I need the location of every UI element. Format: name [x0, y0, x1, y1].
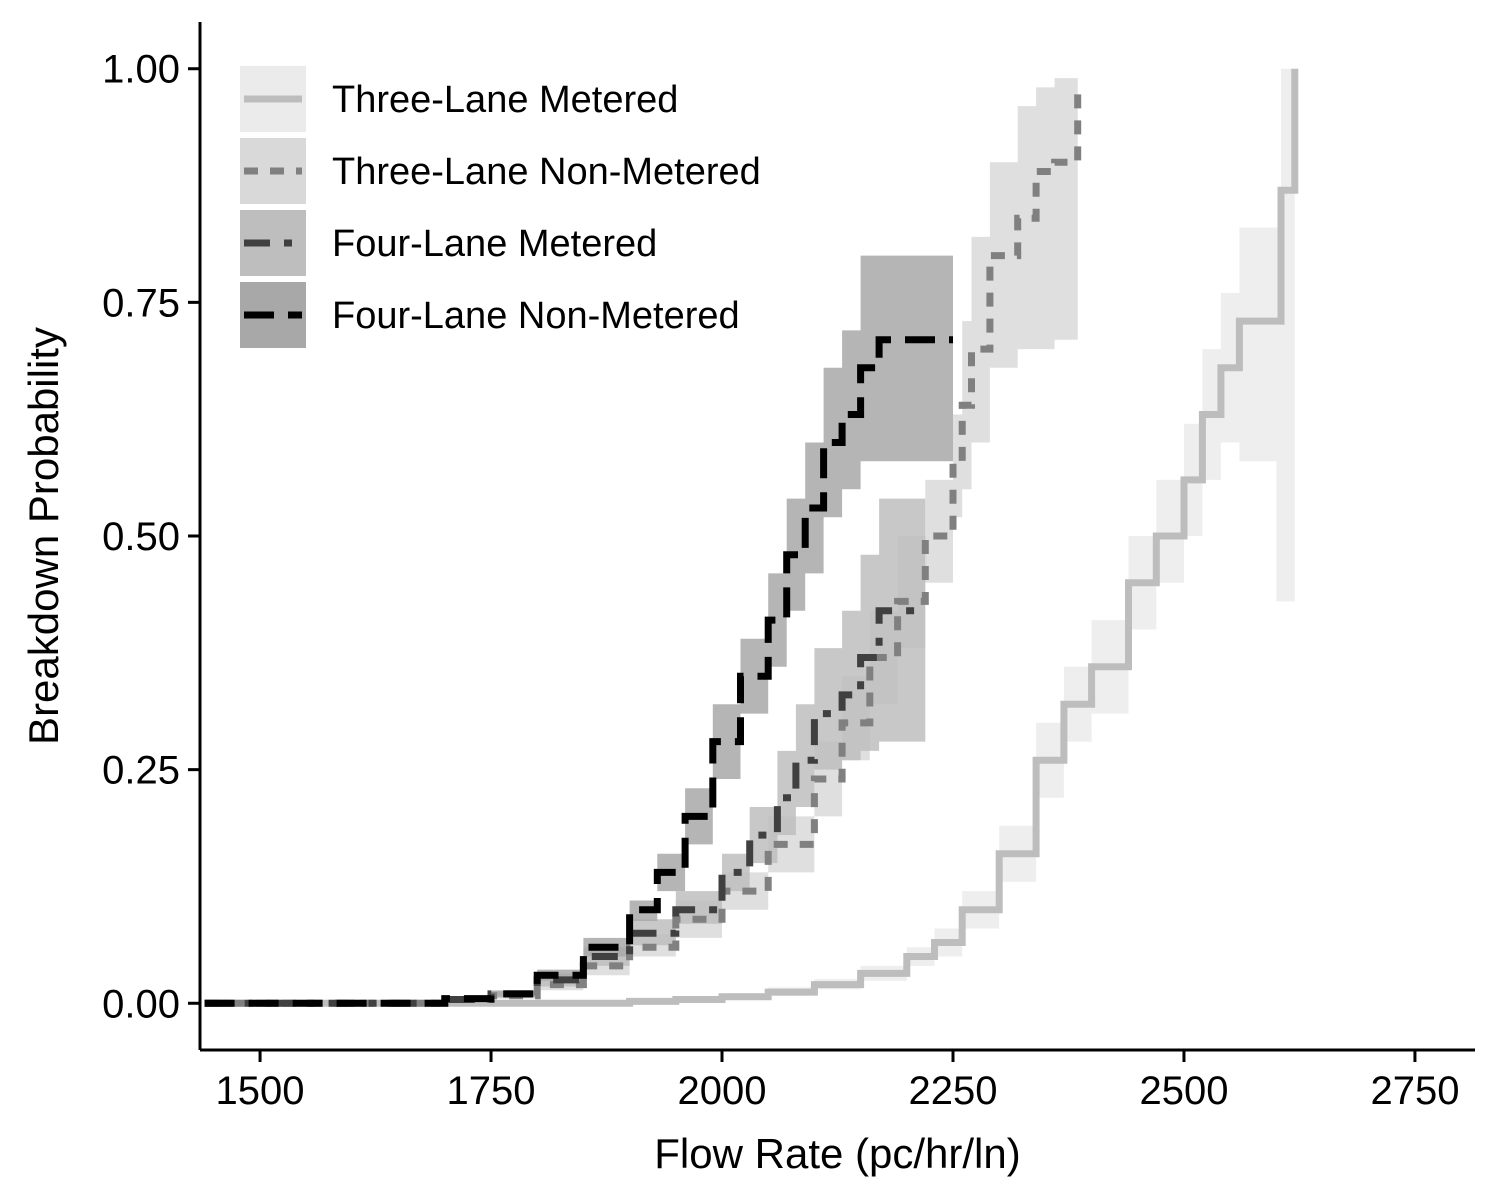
x-axis-title: Flow Rate (pc/hr/ln) [654, 1130, 1020, 1177]
band-series-1 [204, 78, 1078, 1004]
ticks: 1500 1750 2000 2250 2500 2750 0.00 0.25 0.50 0.75… [102, 48, 1459, 1113]
x-tick-label: 2750 [1370, 1069, 1459, 1113]
line-series-3 [204, 336, 953, 1007]
line-series-2 [204, 607, 926, 1007]
y-axis-title: Breakdown Probability [20, 327, 67, 745]
y-tick-label: 0.50 [102, 515, 180, 559]
x-tick-label: 1500 [216, 1069, 305, 1113]
band-series-2 [204, 498, 926, 1004]
x-tick-label: 2500 [1139, 1069, 1228, 1113]
legend: Three-Lane Metered Three-Lane Non-Metered… [240, 66, 761, 348]
confidence-bands [204, 68, 1295, 1004]
y-tick-label: 0.75 [102, 281, 180, 325]
legend-label-1: Three-Lane Non-Metered [332, 151, 761, 193]
x-tick-label: 1750 [447, 1069, 536, 1113]
band-series-3 [204, 255, 954, 1004]
legend-label-0: Three-Lane Metered [332, 79, 678, 121]
y-tick-label: 1.00 [102, 48, 180, 92]
x-tick-label: 2000 [678, 1069, 767, 1113]
line-series-0 [204, 68, 1299, 1007]
x-tick-label: 2250 [908, 1069, 997, 1113]
legend-label-2: Four-Lane Metered [332, 223, 657, 265]
legend-label-3: Four-Lane Non-Metered [332, 295, 740, 337]
y-tick-label: 0.25 [102, 749, 180, 793]
series-lines [204, 68, 1299, 1007]
y-tick-label: 0.00 [102, 982, 180, 1026]
